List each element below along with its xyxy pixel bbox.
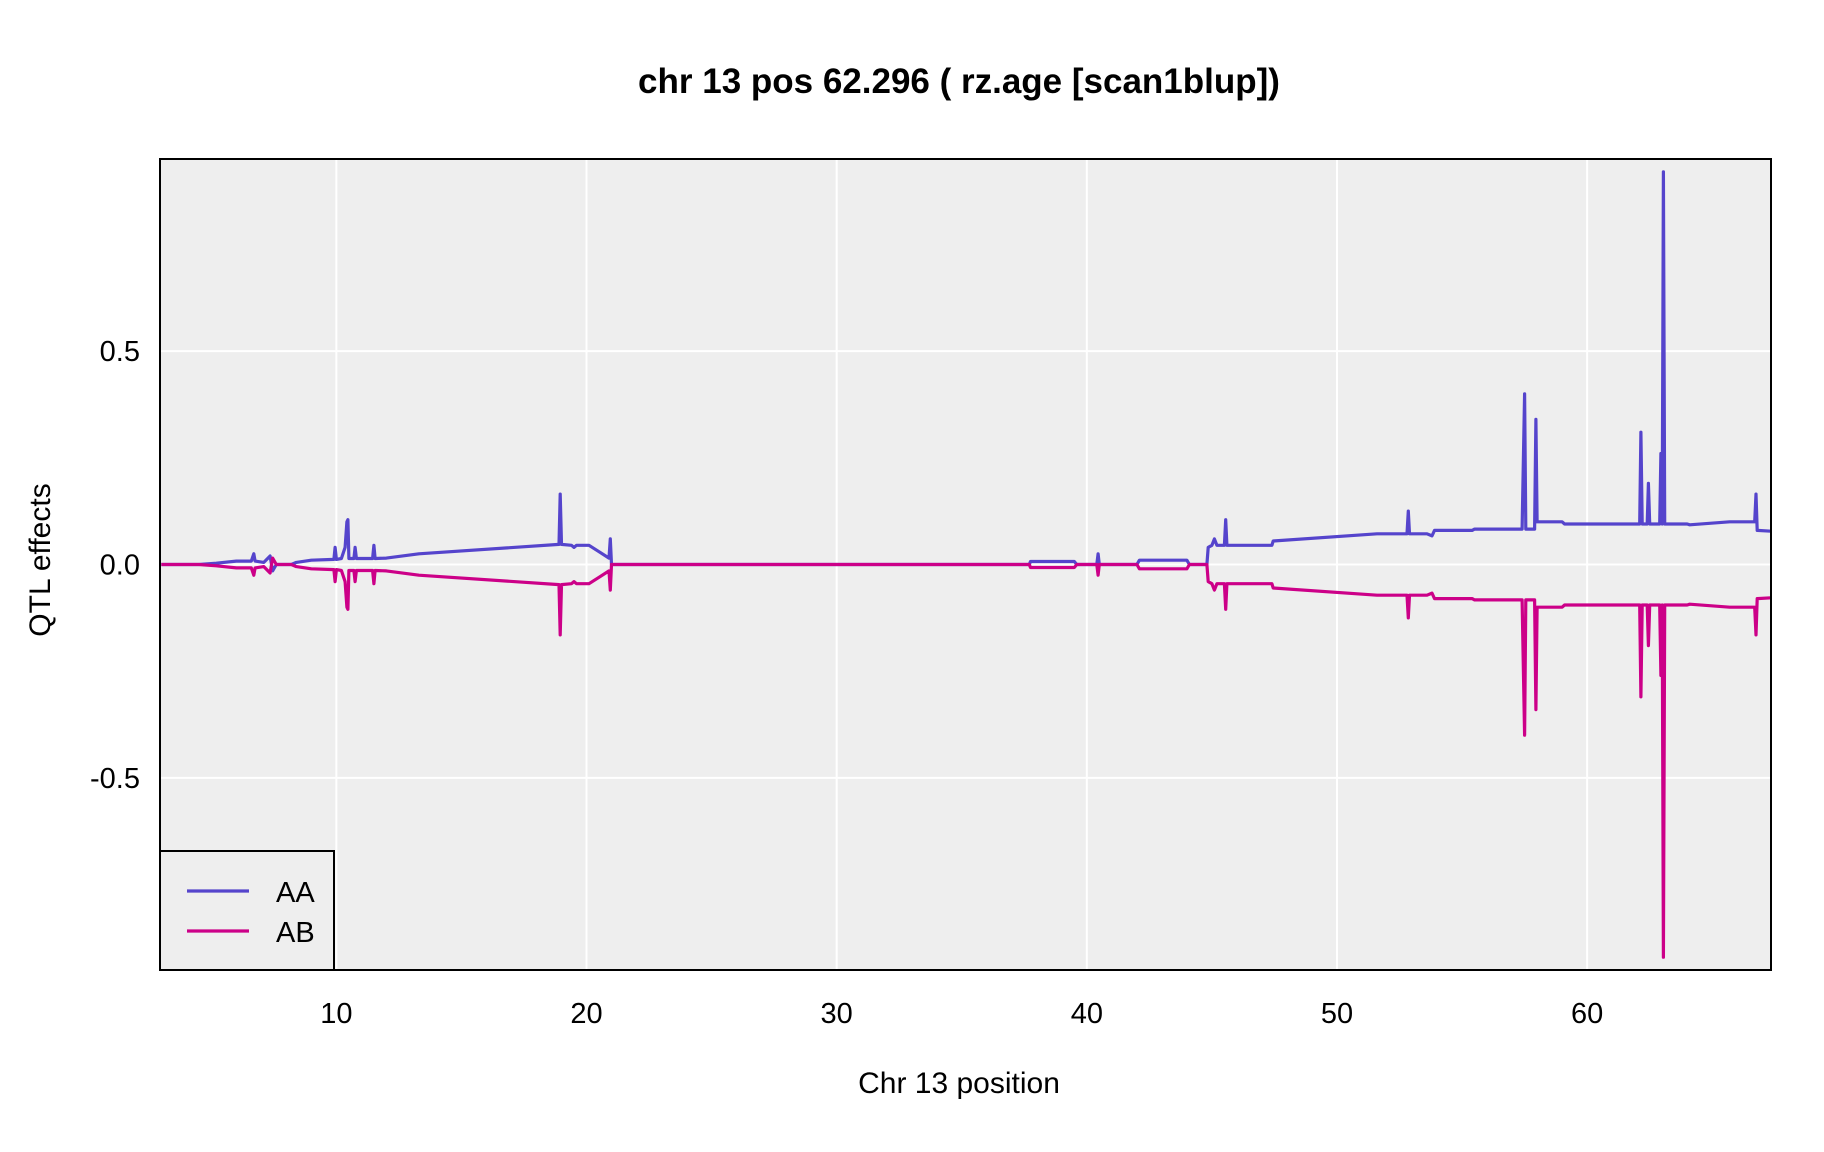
x-tick-label: 60 [1571,998,1603,1030]
y-tick-label: -0.5 [90,763,140,795]
y-tick-label: 0.5 [100,336,140,368]
legend-box [159,850,335,971]
legend: AA AB [159,850,335,971]
y-tick-label: 0.0 [100,550,140,582]
y-axis-label: QTL effects [24,483,57,636]
legend-label-ab: AB [276,917,315,949]
x-tick-label: 10 [320,998,352,1030]
y-axis-ticks: -0.5 0.0 0.5 [90,336,140,795]
x-tick-label: 40 [1071,998,1103,1030]
x-tick-label: 50 [1321,998,1353,1030]
x-axis-ticks: 10 20 30 40 50 60 [320,998,1603,1030]
x-tick-label: 30 [821,998,853,1030]
x-tick-label: 20 [570,998,602,1030]
series-layer [161,170,1772,959]
x-axis-label: Chr 13 position [858,1067,1060,1100]
legend-label-aa: AA [276,877,315,909]
plot-frame [159,158,1772,971]
series-line-ab [161,556,1772,959]
chart-title: chr 13 pos 62.296 ( rz.age [scan1blup]) [638,62,1280,101]
